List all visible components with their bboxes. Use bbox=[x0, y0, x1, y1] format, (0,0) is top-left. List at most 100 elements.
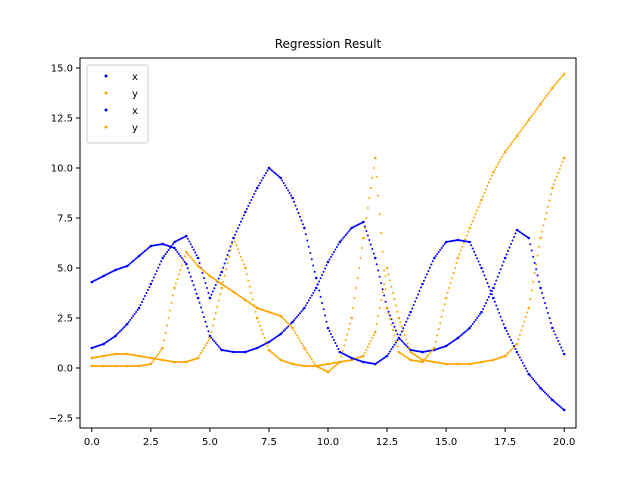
series-trace-point bbox=[502, 355, 505, 358]
data-point bbox=[444, 296, 448, 300]
series-trace-point bbox=[561, 407, 564, 410]
series-trace-point bbox=[117, 353, 120, 355]
series-trace-point bbox=[555, 402, 558, 405]
series-trace-point bbox=[259, 182, 262, 184]
series-trace-point bbox=[418, 290, 421, 292]
series-trace-point bbox=[257, 346, 260, 349]
series-trace-point bbox=[204, 344, 207, 347]
series-trace-point bbox=[470, 325, 473, 327]
series-trace-point bbox=[453, 339, 456, 341]
series-trace-point bbox=[353, 225, 356, 228]
series-trace-point bbox=[139, 253, 142, 256]
series-trace-point bbox=[214, 279, 217, 281]
series-trace-point bbox=[310, 358, 313, 361]
series-trace-point bbox=[325, 264, 328, 267]
series-trace-point bbox=[98, 277, 101, 280]
series-trace-point bbox=[136, 309, 139, 311]
series-trace-point bbox=[284, 319, 287, 322]
series-trace-point bbox=[483, 360, 486, 363]
series-trace-point bbox=[247, 301, 250, 303]
series-trace-point bbox=[334, 248, 337, 251]
series-trace-point bbox=[542, 224, 545, 227]
series-trace-point bbox=[343, 353, 346, 356]
series-trace-point bbox=[318, 289, 321, 292]
series-trace-point bbox=[408, 346, 411, 349]
series-trace-point bbox=[536, 107, 539, 109]
series-trace-point bbox=[204, 282, 207, 284]
series-trace-point bbox=[391, 292, 394, 294]
series-trace-point bbox=[452, 239, 455, 242]
series-trace-point bbox=[145, 248, 148, 251]
series-trace-point bbox=[151, 244, 154, 247]
series-trace-point bbox=[554, 83, 557, 86]
data-point bbox=[562, 72, 566, 76]
series-trace-point bbox=[254, 190, 257, 192]
data-point bbox=[350, 316, 353, 320]
series-trace-point bbox=[470, 223, 473, 226]
series-trace-point bbox=[130, 365, 133, 367]
series-trace-point bbox=[194, 251, 197, 254]
series-trace-point bbox=[560, 346, 563, 349]
series-trace-point bbox=[341, 360, 344, 363]
series-trace-point bbox=[538, 280, 541, 283]
series-trace-point bbox=[337, 243, 340, 246]
series-trace-point bbox=[263, 174, 266, 177]
series-trace-point bbox=[536, 254, 539, 257]
series-trace-point bbox=[285, 187, 288, 189]
series-trace-point bbox=[446, 363, 449, 365]
series-trace-point bbox=[452, 272, 455, 274]
series-trace-point bbox=[446, 344, 449, 346]
series-trace-point bbox=[405, 344, 408, 347]
series-trace-point bbox=[501, 264, 504, 267]
series-trace-point bbox=[549, 322, 552, 324]
series-trace-point bbox=[360, 221, 363, 224]
series-trace-point bbox=[205, 325, 208, 328]
series-trace-point bbox=[231, 290, 234, 292]
series-trace-point bbox=[107, 340, 110, 342]
series-trace-point bbox=[344, 354, 347, 356]
series-trace-point bbox=[298, 364, 301, 367]
series-trace-point bbox=[207, 273, 210, 276]
series-trace-point bbox=[210, 293, 213, 296]
series-trace-point bbox=[250, 303, 253, 305]
series-trace-point bbox=[347, 355, 350, 358]
series-trace-point bbox=[177, 361, 180, 363]
data-point bbox=[421, 282, 424, 286]
series-trace-point bbox=[310, 258, 313, 261]
series-trace-point bbox=[356, 224, 359, 226]
series-trace-point bbox=[213, 318, 216, 321]
series-trace-point bbox=[541, 388, 544, 391]
data-point bbox=[562, 352, 566, 356]
series-trace-point bbox=[104, 274, 107, 277]
series-trace-point bbox=[179, 238, 182, 240]
series-trace-point bbox=[332, 339, 335, 341]
series-trace-point bbox=[217, 281, 220, 283]
series-trace-point bbox=[322, 363, 325, 366]
series-trace-point bbox=[341, 237, 344, 240]
series-trace-point bbox=[396, 333, 399, 336]
series-trace-point bbox=[549, 193, 552, 196]
series-trace-point bbox=[298, 215, 301, 218]
series-trace-point bbox=[486, 185, 489, 187]
series-trace-point bbox=[400, 353, 403, 355]
series-trace-point bbox=[541, 101, 544, 103]
series-trace-point bbox=[405, 320, 408, 323]
series-trace-point bbox=[219, 282, 222, 284]
series-trace-point bbox=[151, 357, 154, 360]
series-trace-point bbox=[142, 251, 145, 254]
series-trace-point bbox=[141, 355, 143, 358]
data-point bbox=[562, 156, 566, 160]
series-trace-point bbox=[226, 287, 229, 289]
series-trace-point bbox=[238, 252, 241, 254]
data-point bbox=[362, 236, 365, 240]
series-trace-point bbox=[548, 199, 551, 202]
series-trace-point bbox=[293, 319, 296, 322]
series-trace-point bbox=[514, 348, 517, 350]
series-trace-point bbox=[259, 345, 262, 348]
series-trace-point bbox=[219, 347, 222, 350]
data-point bbox=[303, 306, 306, 310]
series-trace-point bbox=[414, 349, 417, 352]
series-trace-point bbox=[440, 315, 443, 318]
series-trace-point bbox=[484, 360, 487, 363]
series-trace-point bbox=[334, 342, 337, 344]
